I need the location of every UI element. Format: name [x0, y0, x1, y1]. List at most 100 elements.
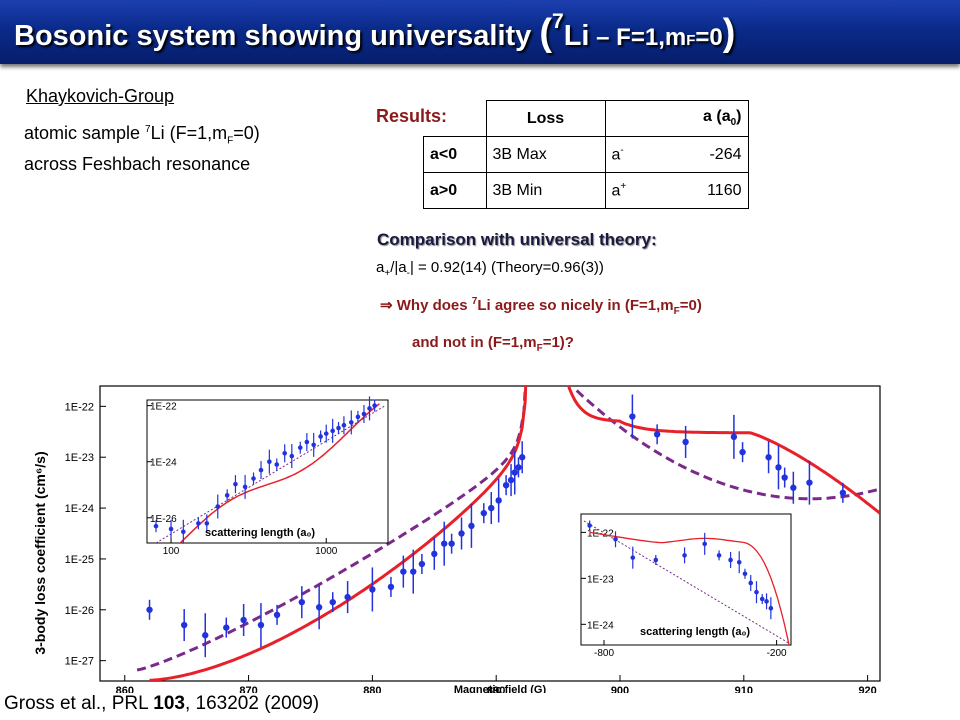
main-ylabel: 3-body loss coefficient (cm⁶/s) [32, 451, 48, 654]
data-point [507, 476, 515, 484]
main-xtick-label: 910 [735, 685, 753, 693]
inset-1-point [348, 420, 354, 425]
sample-description: atomic sample 7Li (F=1,mF=0) across Fesh… [24, 118, 260, 176]
inset-1-point [372, 403, 377, 408]
data-point [329, 598, 336, 606]
results-table: Loss a (a0) a<0 3B Max a- -264 a>0 3B Mi… [423, 100, 749, 209]
header-a: a (a0) [604, 100, 749, 137]
inset-2-point [587, 523, 592, 528]
question-line-1: ⇒ Why does 7Li agree so nicely in (F=1,m… [380, 296, 702, 317]
data-point [418, 560, 426, 568]
inset-1-point [330, 428, 335, 434]
group-name: Khaykovich-Group [26, 86, 175, 106]
main-ytick-label: 1E-25 [65, 554, 94, 566]
main-ytick-label: 1E-23 [65, 452, 94, 464]
data-point [653, 431, 661, 438]
inset-1-point [304, 439, 310, 445]
inset-1-point [215, 504, 221, 509]
inset-2-fit [589, 531, 790, 645]
inset-2-point [613, 536, 618, 542]
inset-1-point [289, 453, 295, 459]
inset-1-point [336, 425, 341, 431]
inset-1-point [196, 521, 201, 526]
inset-1-point [311, 442, 316, 448]
inset-1-point [233, 481, 238, 487]
data-point [223, 624, 230, 631]
main-xtick-label: 890 [487, 685, 505, 693]
table-header-row: Loss a (a0) [423, 100, 749, 137]
inset-1-point [361, 411, 367, 417]
data-point [458, 530, 465, 537]
inset-1-point [274, 462, 280, 467]
main-ytick-label: 1E-27 [65, 656, 94, 668]
ratio-line: a+/|a-| = 0.92(14) (Theory=0.96(3)) [376, 259, 604, 279]
main-xtick-label: 860 [116, 685, 134, 693]
citation: Gross et al., PRL 103, 163202 (2009) [4, 693, 324, 715]
inset-1-point [323, 431, 329, 436]
comparison-title: Comparison with universal theory: [377, 230, 657, 249]
inset-1-ytick-label: 1E-26 [150, 514, 177, 525]
data-point [440, 540, 448, 547]
data-point [839, 489, 847, 497]
data-point [682, 438, 689, 446]
inset-1-frame [146, 399, 389, 544]
inset-2-ytick-label: 1E-23 [587, 574, 614, 585]
title-bar: Bosonic system showing universality (7Li… [0, 0, 960, 64]
sample-line-2: across Feshbach resonance [24, 153, 251, 174]
data-point [518, 454, 526, 461]
inset-2-ytick-label: 1E-24 [587, 620, 614, 631]
data-point [410, 568, 417, 575]
inset-1-point [251, 476, 256, 481]
table-row: a<0 3B Max a- -264 [423, 136, 749, 173]
inset-1-xtick-label: 100 [163, 546, 180, 557]
data-point [765, 454, 772, 461]
data-point [730, 433, 738, 441]
inset-2-xtick-label: -800 [594, 648, 614, 659]
inset-1-point [153, 523, 159, 529]
loss-plot: 3-body loss coefficient (cm⁶/s) Magnetic… [32, 385, 881, 693]
data-point [400, 568, 407, 575]
inset-2-point [682, 553, 687, 558]
data-point [257, 621, 265, 629]
inset-2-point [716, 553, 722, 558]
data-point [180, 621, 188, 629]
inset-1-curves [155, 403, 386, 543]
fit-curve-right [567, 386, 880, 515]
inset-2-point [702, 541, 707, 547]
inset-1-point [168, 526, 174, 532]
inset-2-point [764, 599, 769, 604]
data-point [273, 611, 281, 619]
sample-line-1: atomic sample 7Li (F=1,mF=0) [24, 123, 260, 147]
data-point [806, 479, 813, 486]
main-xtick-label: 900 [611, 685, 629, 693]
inset-2-curves [583, 520, 790, 645]
data-point [468, 522, 475, 530]
data-point [502, 481, 510, 489]
data-point [431, 550, 438, 558]
inset-1-ytick-label: 1E-24 [150, 458, 177, 469]
inset-2-point [728, 557, 733, 563]
main-xtick-label: 920 [858, 685, 876, 693]
main-ticks: 860 870 880 890 900 910 920 1E-27 1E-26 1E-25 1E-2… [65, 401, 877, 693]
main-ytick-label: 1E-26 [65, 605, 94, 617]
inset-1-point [204, 521, 210, 526]
data-point [511, 469, 518, 476]
inset-2-point [759, 596, 765, 602]
data-point [495, 497, 502, 504]
data-point [146, 606, 153, 613]
header-loss: Loss [485, 100, 606, 137]
fit-curve-left [149, 386, 528, 681]
inset-1-point [267, 459, 272, 464]
data-point [480, 509, 488, 517]
inset-2-point [748, 580, 754, 586]
inset-1-point [355, 414, 361, 420]
data-point [790, 484, 797, 491]
data-point [448, 540, 455, 547]
data-point [369, 586, 376, 593]
question-text: ⇒ Why does 7Li agree so nicely in (F=1,m… [380, 286, 702, 364]
inset-2-point [742, 571, 748, 577]
main-xtick-label: 870 [239, 685, 257, 693]
main-curves [136, 386, 880, 681]
inset-1-point [341, 422, 347, 428]
